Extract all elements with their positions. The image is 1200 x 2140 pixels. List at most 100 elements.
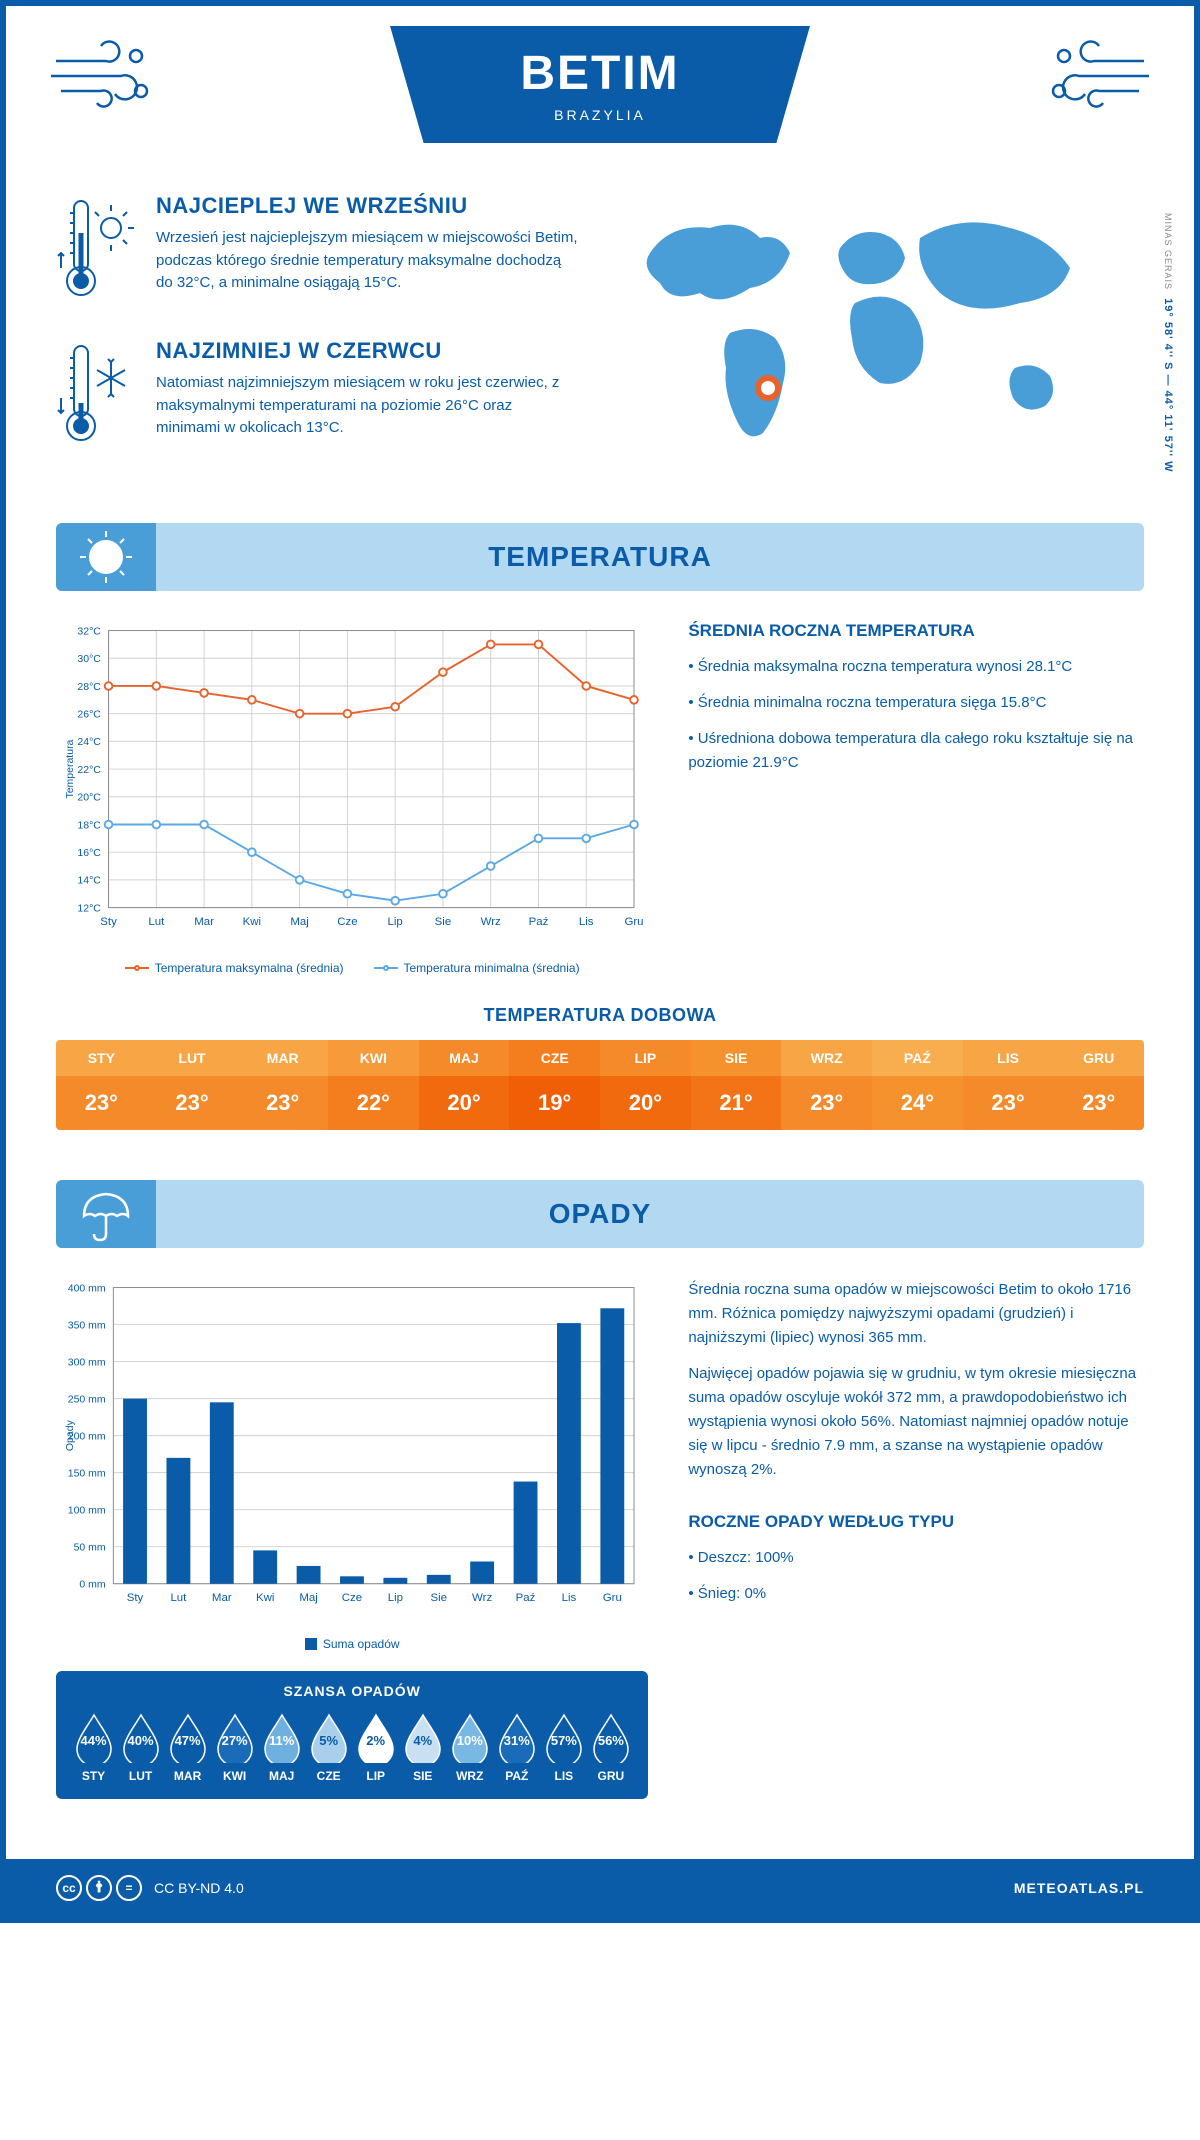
svg-text:Lip: Lip bbox=[388, 916, 403, 928]
svg-text:26°C: 26°C bbox=[77, 708, 101, 720]
svg-text:30°C: 30°C bbox=[77, 653, 101, 665]
precip-type: • Śnieg: 0% bbox=[688, 1582, 1144, 1606]
fact-hot-title: NAJCIEPLEJ WE WRZEŚNIU bbox=[156, 193, 580, 219]
svg-text:20°C: 20°C bbox=[77, 792, 101, 804]
svg-text:100 mm: 100 mm bbox=[68, 1504, 106, 1516]
temp-side-title: ŚREDNIA ROCZNA TEMPERATURA bbox=[688, 621, 1144, 641]
svg-text:Cze: Cze bbox=[342, 1592, 362, 1604]
chance-cell: 10%WRZ bbox=[448, 1711, 491, 1783]
daily-cell: MAR23° bbox=[237, 1040, 328, 1130]
daily-cell: LIS23° bbox=[963, 1040, 1054, 1130]
wind-icon bbox=[46, 36, 156, 121]
svg-text:Maj: Maj bbox=[290, 916, 308, 928]
svg-text:Paź: Paź bbox=[529, 916, 549, 928]
temperature-legend: Temperatura maksymalna (średnia)Temperat… bbox=[56, 961, 648, 975]
cc-icons: cc 🛉 = bbox=[56, 1875, 142, 1901]
chance-title: SZANSA OPADÓW bbox=[72, 1683, 632, 1699]
daily-cell: CZE19° bbox=[509, 1040, 600, 1130]
precip-p2: Najwięcej opadów pojawia się w grudniu, … bbox=[688, 1362, 1144, 1482]
wind-icon bbox=[1044, 36, 1154, 121]
header: BETIM BRAZYLIA bbox=[6, 6, 1194, 193]
svg-text:Temperatura: Temperatura bbox=[64, 739, 76, 798]
precip-type: • Deszcz: 100% bbox=[688, 1546, 1144, 1570]
svg-text:Opady: Opady bbox=[64, 1419, 76, 1451]
svg-text:Lis: Lis bbox=[562, 1592, 577, 1604]
daily-cell: LUT23° bbox=[147, 1040, 238, 1130]
svg-text:Sie: Sie bbox=[430, 1592, 447, 1604]
fact-coldest: NAJZIMNIEJ W CZERWCU Natomiast najzimnie… bbox=[56, 338, 580, 453]
daily-cell: KWI22° bbox=[328, 1040, 419, 1130]
svg-text:Lut: Lut bbox=[170, 1592, 187, 1604]
svg-text:Gru: Gru bbox=[624, 916, 643, 928]
svg-text:350 mm: 350 mm bbox=[68, 1319, 106, 1331]
world-map: MINAS GERAIS 19° 58' 4'' S — 44° 11' 57'… bbox=[620, 193, 1144, 483]
thermometer-cold-icon bbox=[56, 338, 136, 453]
chance-cell: 57%LIS bbox=[542, 1711, 585, 1783]
daily-cell: SIE21° bbox=[691, 1040, 782, 1130]
svg-text:28°C: 28°C bbox=[77, 681, 101, 693]
daily-cell: MAJ20° bbox=[419, 1040, 510, 1130]
temp-bullet: • Średnia minimalna roczna temperatura s… bbox=[688, 691, 1144, 715]
chance-cell: 4%SIE bbox=[401, 1711, 444, 1783]
svg-text:32°C: 32°C bbox=[77, 625, 101, 637]
svg-text:Sie: Sie bbox=[435, 916, 452, 928]
fact-cold-body: Natomiast najzimniejszym miesiącem w rok… bbox=[156, 372, 580, 440]
fact-hottest: NAJCIEPLEJ WE WRZEŚNIU Wrzesień jest naj… bbox=[56, 193, 580, 308]
chance-cell: 31%PAŹ bbox=[495, 1711, 538, 1783]
fact-cold-title: NAJZIMNIEJ W CZERWCU bbox=[156, 338, 580, 364]
svg-text:Lis: Lis bbox=[579, 916, 594, 928]
thermometer-hot-icon bbox=[56, 193, 136, 308]
coordinates: MINAS GERAIS 19° 58' 4'' S — 44° 11' 57'… bbox=[1162, 213, 1174, 473]
chance-cell: 44%STY bbox=[72, 1711, 115, 1783]
chance-cell: 11%MAJ bbox=[260, 1711, 303, 1783]
daily-cell: PAŹ24° bbox=[872, 1040, 963, 1130]
svg-text:250 mm: 250 mm bbox=[68, 1393, 106, 1405]
svg-text:Mar: Mar bbox=[212, 1592, 232, 1604]
temp-bullet: • Uśredniona dobowa temperatura dla całe… bbox=[688, 727, 1144, 775]
fact-hot-body: Wrzesień jest najcieplejszym miesiącem w… bbox=[156, 227, 580, 295]
svg-text:Gru: Gru bbox=[603, 1592, 622, 1604]
svg-text:22°C: 22°C bbox=[77, 764, 101, 776]
section-header-precip: OPADY bbox=[56, 1180, 1144, 1248]
svg-text:Mar: Mar bbox=[194, 916, 214, 928]
city-name: BETIM bbox=[470, 46, 730, 101]
chance-cell: 56%GRU bbox=[589, 1711, 632, 1783]
svg-text:300 mm: 300 mm bbox=[68, 1356, 106, 1368]
section-header-temperature: TEMPERATURA bbox=[56, 523, 1144, 591]
sun-icon bbox=[56, 523, 156, 591]
svg-text:Cze: Cze bbox=[337, 916, 357, 928]
svg-text:Kwi: Kwi bbox=[256, 1592, 274, 1604]
daily-temperature-table: STY23°LUT23°MAR23°KWI22°MAJ20°CZE19°LIP2… bbox=[56, 1040, 1144, 1130]
daily-cell: LIP20° bbox=[600, 1040, 691, 1130]
svg-text:16°C: 16°C bbox=[77, 847, 101, 859]
footer: cc 🛉 = CC BY-ND 4.0 METEOATLAS.PL bbox=[6, 1859, 1194, 1917]
svg-text:Lut: Lut bbox=[148, 916, 165, 928]
chance-cell: 27%KWI bbox=[213, 1711, 256, 1783]
site-name: METEOATLAS.PL bbox=[1014, 1880, 1144, 1896]
svg-text:Maj: Maj bbox=[299, 1592, 317, 1604]
svg-text:150 mm: 150 mm bbox=[68, 1467, 106, 1479]
svg-text:14°C: 14°C bbox=[77, 875, 101, 887]
precip-types-title: ROCZNE OPADY WEDŁUG TYPU bbox=[688, 1512, 1144, 1532]
svg-text:Sty: Sty bbox=[100, 916, 117, 928]
chance-cell: 5%CZE bbox=[307, 1711, 350, 1783]
svg-text:Paź: Paź bbox=[516, 1592, 536, 1604]
chance-cell: 2%LIP bbox=[354, 1711, 397, 1783]
svg-text:400 mm: 400 mm bbox=[68, 1282, 106, 1294]
chance-cell: 40%LUT bbox=[119, 1711, 162, 1783]
temp-bullet: • Średnia maksymalna roczna temperatura … bbox=[688, 655, 1144, 679]
daily-cell: WRZ23° bbox=[781, 1040, 872, 1130]
license-text: CC BY-ND 4.0 bbox=[154, 1880, 244, 1896]
svg-text:Kwi: Kwi bbox=[243, 916, 261, 928]
svg-text:0 mm: 0 mm bbox=[79, 1578, 106, 1590]
chance-cell: 47%MAR bbox=[166, 1711, 209, 1783]
svg-text:Sty: Sty bbox=[127, 1592, 144, 1604]
temperature-line-chart: 12°C14°C16°C18°C20°C22°C24°C26°C28°C30°C… bbox=[56, 621, 648, 946]
daily-cell: STY23° bbox=[56, 1040, 147, 1130]
svg-text:Lip: Lip bbox=[388, 1592, 403, 1604]
umbrella-icon bbox=[56, 1180, 156, 1248]
svg-text:Wrz: Wrz bbox=[472, 1592, 492, 1604]
country-name: BRAZYLIA bbox=[470, 107, 730, 123]
svg-text:18°C: 18°C bbox=[77, 819, 101, 831]
svg-text:Wrz: Wrz bbox=[481, 916, 501, 928]
